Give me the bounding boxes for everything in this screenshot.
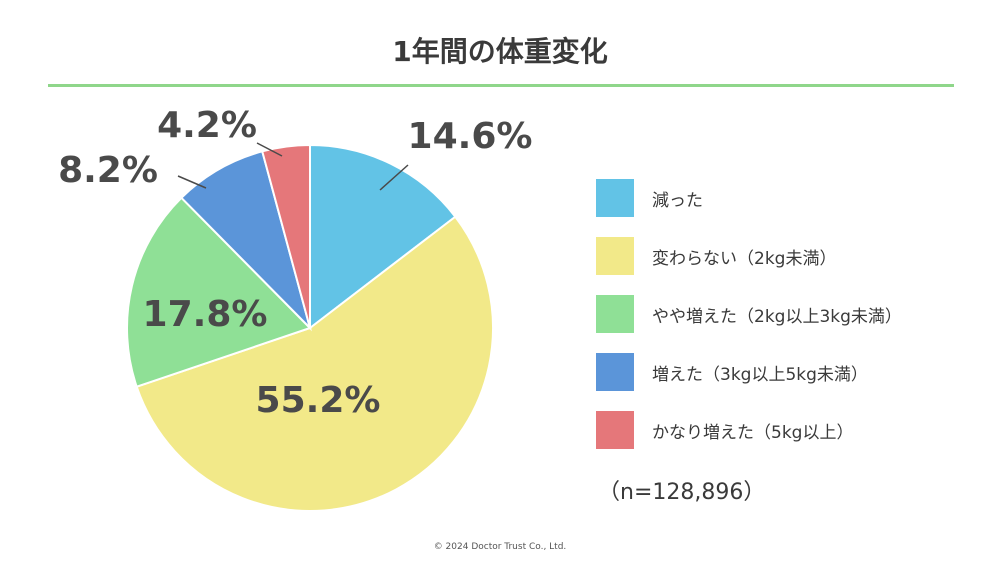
slice-slightly-increased: [126, 196, 312, 389]
legend-swatch: [596, 411, 634, 449]
title-underline: [48, 84, 954, 87]
slice-unchanged: [135, 215, 494, 512]
legend-item-greatly-increased: かなり増えた（5kg以上）: [596, 410, 986, 450]
slice-increased: [180, 150, 312, 332]
label-decreased: 14.6%: [408, 116, 533, 157]
label-greatly-increased-leader-line: [256, 142, 283, 157]
slice-decreased: [309, 143, 457, 331]
slice-greatly-increased: [261, 143, 311, 329]
legend-swatch: [596, 179, 634, 217]
copyright: © 2024 Doctor Trust Co., Ltd.: [433, 542, 567, 552]
label-slightly-increased: 17.8%: [143, 294, 268, 335]
legend-swatch: [596, 237, 634, 275]
legend-item-slightly-increased: やや増えた（2kg以上3kg未満）: [596, 294, 986, 334]
sample-size: （n=128,896）: [598, 480, 766, 505]
legend: 減った変わらない（2kg未満） やや増えた（2kg以上3kg未満） 増えた（3kg以…: [596, 178, 986, 468]
legend-label: 変わらない（2kg未満）: [652, 248, 837, 269]
legend-item-increased: 増えた（3kg以上5kg未満）: [596, 352, 986, 392]
label-unchanged: 55.2%: [256, 380, 381, 421]
label-greatly-increased: 4.2%: [157, 105, 257, 146]
chart-title: 1年間の体重変化: [392, 35, 608, 68]
label-decreased-leader-line: [379, 164, 409, 191]
legend-item-decreased: 減った: [596, 178, 986, 218]
label-increased: 8.2%: [58, 150, 158, 191]
legend-label: 減った: [652, 190, 703, 211]
legend-label: かなり増えた（5kg以上）: [652, 422, 854, 443]
legend-label: やや増えた（2kg以上3kg未満）: [652, 306, 902, 327]
legend-label: 増えた（3kg以上5kg未満）: [652, 364, 868, 385]
legend-item-unchanged: 変わらない（2kg未満）: [596, 236, 986, 276]
legend-swatch: [596, 353, 634, 391]
legend-swatch: [596, 295, 634, 333]
label-increased-leader-line: [177, 175, 207, 189]
